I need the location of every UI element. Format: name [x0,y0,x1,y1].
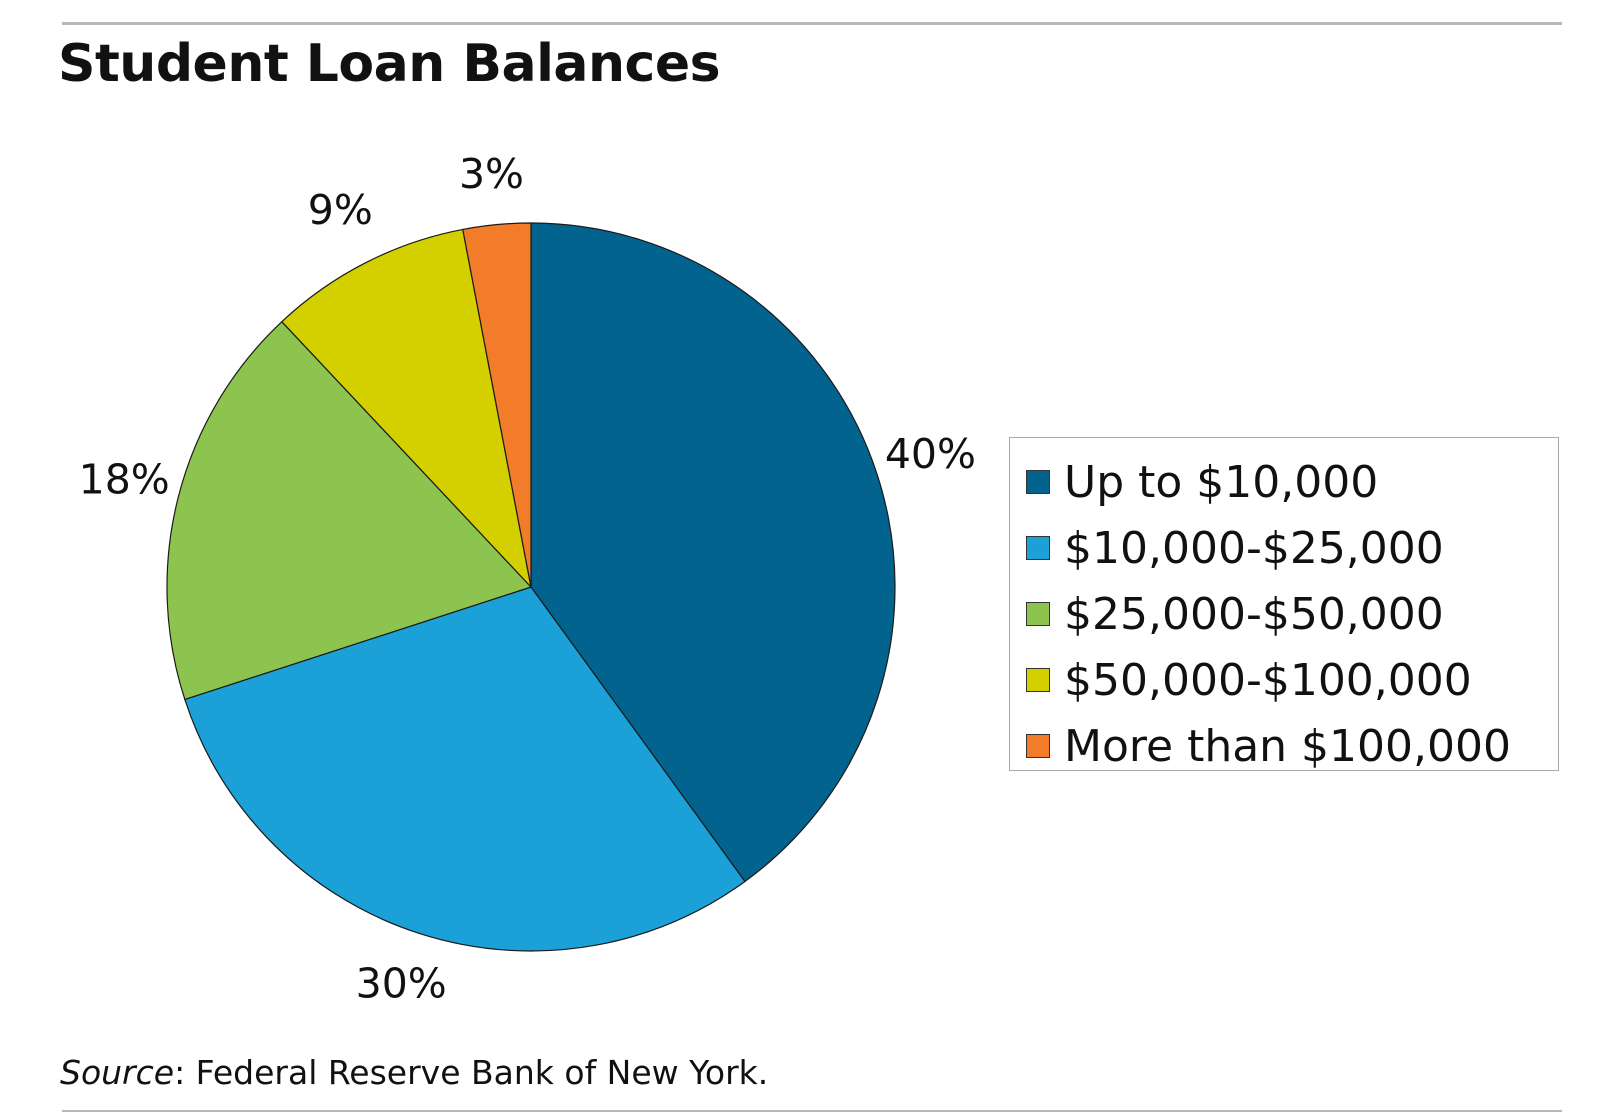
pie-value-label: 30% [356,959,447,1007]
legend-swatch [1026,470,1050,494]
pie-slice [166,321,532,701]
legend-item: $50,000-$100,000 [1026,652,1472,708]
pie-slice [184,586,746,952]
pie-slice [530,222,896,883]
legend-label: $50,000-$100,000 [1064,654,1472,706]
pie-slice [462,222,532,588]
bottom-rule [62,1110,1562,1112]
legend-swatch [1026,668,1050,692]
legend-item: Up to $10,000 [1026,454,1378,510]
legend-label: More than $100,000 [1064,720,1511,772]
pie-value-label: 3% [459,150,524,198]
legend-label: Up to $10,000 [1064,456,1379,508]
legend-swatch [1026,602,1050,626]
pie-slices [166,222,896,952]
top-rule [62,22,1562,25]
pie-value-label: 18% [79,456,170,504]
pie-value-label: 9% [308,186,373,234]
source-note: Source: Federal Reserve Bank of New York… [60,1053,768,1092]
legend-swatch [1026,734,1050,758]
legend-swatch [1026,536,1050,560]
pie-slice [281,228,532,588]
legend-label: $25,000-$50,000 [1064,588,1444,640]
chart-legend: Up to $10,000 $10,000-$25,000 $25,000-$5… [1009,437,1559,774]
legend-item: $25,000-$50,000 [1026,586,1444,642]
source-label: Source [60,1053,175,1092]
legend-label: $10,000-$25,000 [1064,522,1444,574]
legend-item: More than $100,000 [1026,718,1511,774]
pie-value-labels: 40% 30% 18% 9% 3% [79,150,976,1008]
source-text: : Federal Reserve Bank of New York. [174,1053,769,1092]
chart-title: Student Loan Balances [58,34,721,94]
pie-value-label: 40% [885,430,976,478]
legend-item: $10,000-$25,000 [1026,520,1444,576]
